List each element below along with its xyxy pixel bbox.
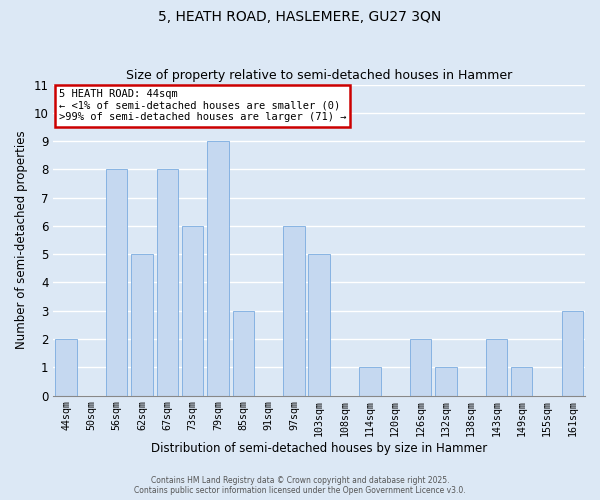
X-axis label: Distribution of semi-detached houses by size in Hammer: Distribution of semi-detached houses by … bbox=[151, 442, 487, 455]
Bar bbox=[308, 254, 330, 396]
Bar bbox=[233, 311, 254, 396]
Bar bbox=[182, 226, 203, 396]
Y-axis label: Number of semi-detached properties: Number of semi-detached properties bbox=[15, 131, 28, 350]
Bar bbox=[359, 368, 380, 396]
Text: 5 HEATH ROAD: 44sqm
← <1% of semi-detached houses are smaller (0)
>99% of semi-d: 5 HEATH ROAD: 44sqm ← <1% of semi-detach… bbox=[59, 89, 346, 122]
Bar bbox=[511, 368, 532, 396]
Bar bbox=[131, 254, 153, 396]
Bar bbox=[55, 339, 77, 396]
Bar bbox=[562, 311, 583, 396]
Bar bbox=[283, 226, 305, 396]
Bar bbox=[106, 170, 127, 396]
Text: Contains HM Land Registry data © Crown copyright and database right 2025.
Contai: Contains HM Land Registry data © Crown c… bbox=[134, 476, 466, 495]
Bar bbox=[157, 170, 178, 396]
Bar bbox=[485, 339, 507, 396]
Title: Size of property relative to semi-detached houses in Hammer: Size of property relative to semi-detach… bbox=[126, 69, 512, 82]
Bar bbox=[410, 339, 431, 396]
Bar bbox=[207, 141, 229, 396]
Bar bbox=[435, 368, 457, 396]
Text: 5, HEATH ROAD, HASLEMERE, GU27 3QN: 5, HEATH ROAD, HASLEMERE, GU27 3QN bbox=[158, 10, 442, 24]
